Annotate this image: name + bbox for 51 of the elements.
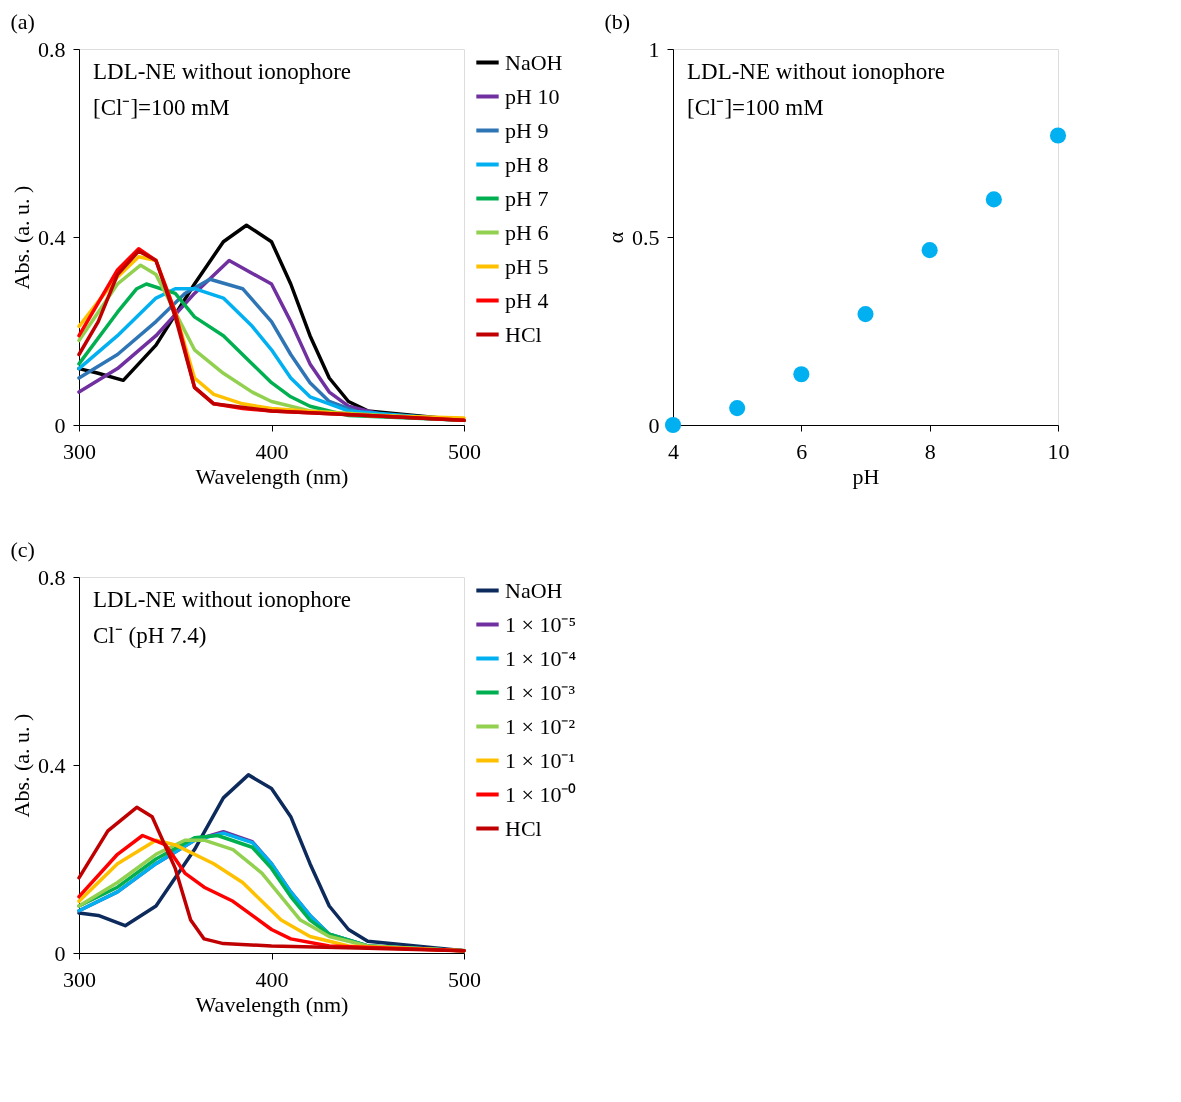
legend-label: pH 5 — [505, 253, 549, 279]
x-tick-label: 500 — [448, 966, 481, 992]
y-tick-label: 0 — [54, 940, 66, 966]
y-tick-label: 0.8 — [38, 564, 66, 590]
x-tick-label: 300 — [63, 438, 96, 464]
x-tick-label: 8 — [924, 438, 936, 464]
chart-title: (a) — [10, 9, 35, 34]
legend-label: pH 6 — [505, 219, 549, 245]
legend-label: HCl — [505, 321, 542, 347]
x-tick-label: 10 — [1047, 438, 1070, 464]
legend-label: HCl — [505, 815, 542, 841]
legend-label: 1 × 10⁻⁰ — [505, 781, 577, 807]
annotation: Cl⁻ (pH 7.4) — [93, 623, 207, 648]
chart-title: (b) — [604, 9, 631, 34]
x-tick-label: 6 — [796, 438, 808, 464]
y-tick-label: 0.4 — [38, 224, 66, 250]
annotation: [Cl⁻]=100 mM — [93, 95, 230, 120]
legend-label: 1 × 10⁻² — [505, 713, 576, 739]
y-tick-label: 0 — [648, 412, 660, 438]
x-axis-title: Wavelength (nm) — [195, 463, 349, 489]
x-tick-label: 500 — [448, 438, 481, 464]
legend-label: pH 4 — [505, 287, 549, 313]
legend-label: NaOH — [505, 577, 563, 603]
legend-label: 1 × 10⁻¹ — [505, 747, 576, 773]
x-axis-title: pH — [852, 463, 880, 489]
annotation: LDL-NE without ionophore — [93, 587, 352, 612]
y-axis-title: Abs. (a. u. ) — [9, 185, 34, 290]
legend-label: NaOH — [505, 49, 563, 75]
y-tick-label: 0.5 — [632, 224, 660, 250]
legend-label: 1 × 10⁻⁵ — [505, 611, 577, 637]
y-axis-title: Abs. (a. u. ) — [9, 713, 34, 818]
annotation: [Cl⁻]=100 mM — [687, 95, 824, 120]
y-tick-label: 0.4 — [38, 752, 66, 778]
legend-label: pH 9 — [505, 117, 549, 143]
x-tick-label: 400 — [255, 438, 289, 464]
y-tick-label: 0 — [54, 412, 66, 438]
annotation: LDL-NE without ionophore — [93, 59, 352, 84]
legend-label: pH 8 — [505, 151, 549, 177]
y-tick-label: 0.8 — [38, 36, 66, 62]
legend-label: 1 × 10⁻⁴ — [505, 645, 577, 671]
y-axis-title: α — [603, 231, 628, 244]
annotation: LDL-NE without ionophore — [687, 59, 946, 84]
y-tick-label: 1 — [648, 36, 660, 62]
x-tick-label: 300 — [63, 966, 96, 992]
x-tick-label: 4 — [668, 438, 679, 464]
legend-label: 1 × 10⁻³ — [505, 679, 576, 705]
legend-label: pH 10 — [505, 83, 560, 109]
chart-title: (c) — [10, 537, 35, 562]
x-axis-title: Wavelength (nm) — [195, 991, 349, 1017]
legend-label: pH 7 — [505, 185, 549, 211]
x-tick-label: 400 — [255, 966, 289, 992]
